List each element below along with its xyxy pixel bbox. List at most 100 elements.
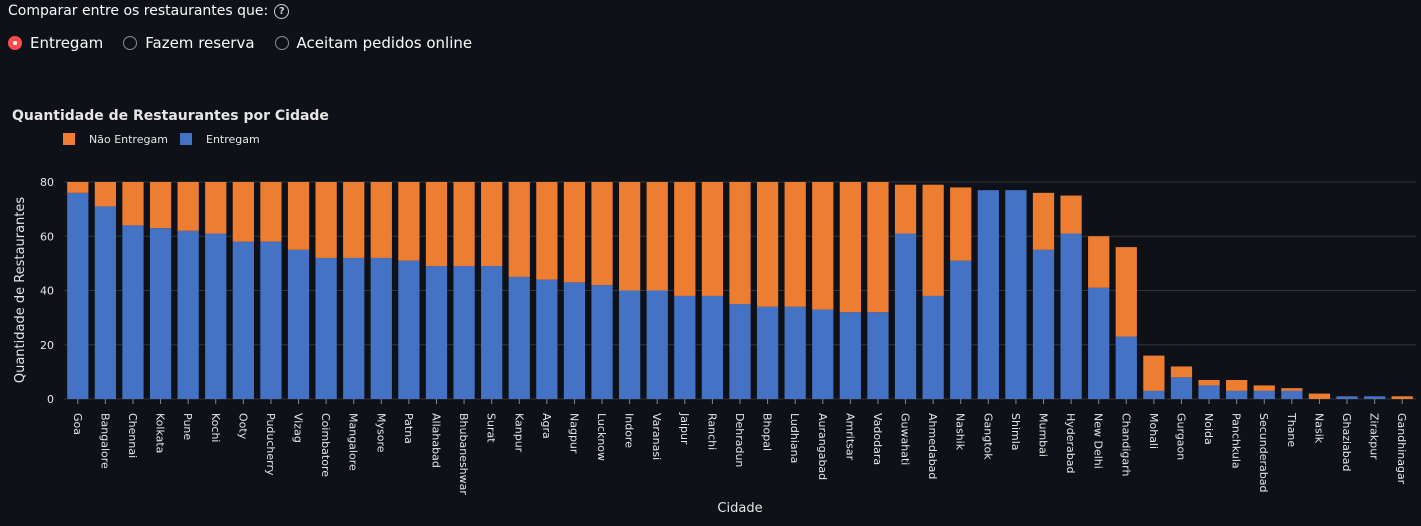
bar-entregam[interactable] bbox=[232, 241, 254, 399]
bar-entregam[interactable] bbox=[315, 257, 337, 399]
bar-entregam[interactable] bbox=[812, 309, 834, 399]
bar-nao-entregam[interactable] bbox=[729, 182, 751, 305]
bar-nao-entregam[interactable] bbox=[839, 182, 861, 313]
radio-option-fazem-reserva[interactable]: Fazem reserva bbox=[123, 34, 255, 52]
bar-nao-entregam[interactable] bbox=[315, 182, 337, 258]
bar-nao-entregam[interactable] bbox=[122, 182, 144, 226]
bar-nao-entregam[interactable] bbox=[619, 182, 641, 291]
bar-entregam[interactable] bbox=[1170, 377, 1193, 399]
bar-entregam[interactable] bbox=[1143, 390, 1165, 399]
help-icon[interactable]: ? bbox=[274, 3, 290, 19]
bar-nao-entregam[interactable] bbox=[894, 184, 917, 234]
bar-nao-entregam[interactable] bbox=[149, 182, 172, 229]
bar-nao-entregam[interactable] bbox=[94, 182, 117, 207]
bar-entregam[interactable] bbox=[867, 312, 889, 399]
bar-nao-entregam[interactable] bbox=[508, 182, 530, 277]
bar-entregam[interactable] bbox=[370, 257, 392, 399]
bar-entregam[interactable] bbox=[1253, 390, 1275, 399]
bar-nao-entregam[interactable] bbox=[425, 182, 448, 267]
bar-nao-entregam[interactable] bbox=[563, 182, 586, 283]
bar-nao-entregam[interactable] bbox=[591, 182, 613, 286]
bar-entregam[interactable] bbox=[701, 295, 724, 399]
radio-option-entregam[interactable]: Entregam bbox=[8, 34, 103, 52]
bar-entregam[interactable] bbox=[563, 282, 586, 399]
bar-nao-entregam[interactable] bbox=[232, 182, 254, 242]
bar-nao-entregam[interactable] bbox=[67, 182, 89, 193]
bar-nao-entregam[interactable] bbox=[784, 182, 806, 307]
bar-entregam[interactable] bbox=[508, 276, 530, 399]
bar-nao-entregam[interactable] bbox=[1391, 396, 1413, 399]
bar-entregam[interactable] bbox=[619, 290, 641, 400]
bar-entregam[interactable] bbox=[398, 260, 420, 399]
bar-entregam[interactable] bbox=[260, 241, 282, 399]
bar-entregam[interactable] bbox=[1336, 396, 1358, 399]
bar-nao-entregam[interactable] bbox=[1143, 355, 1165, 391]
bar-entregam[interactable] bbox=[1005, 190, 1027, 399]
bar-entregam[interactable] bbox=[94, 206, 117, 399]
bar-entregam[interactable] bbox=[950, 260, 972, 399]
bar-entregam[interactable] bbox=[122, 225, 144, 399]
bar-entregam[interactable] bbox=[784, 306, 806, 399]
bar-entregam[interactable] bbox=[453, 266, 475, 399]
bar-entregam[interactable] bbox=[425, 266, 448, 399]
bar-nao-entregam[interactable] bbox=[1253, 385, 1275, 391]
bar-entregam[interactable] bbox=[67, 192, 89, 399]
bar-nao-entregam[interactable] bbox=[701, 182, 724, 296]
bar-nao-entregam[interactable] bbox=[205, 182, 227, 234]
bar-entregam[interactable] bbox=[674, 295, 696, 399]
bar-nao-entregam[interactable] bbox=[1281, 388, 1303, 391]
bar-nao-entregam[interactable] bbox=[260, 182, 282, 242]
radio-unselected-icon[interactable] bbox=[123, 36, 138, 50]
bar-nao-entregam[interactable] bbox=[756, 182, 779, 307]
bar-nao-entregam[interactable] bbox=[287, 182, 310, 250]
bar-nao-entregam[interactable] bbox=[950, 187, 972, 261]
bar-entregam[interactable] bbox=[922, 295, 944, 399]
bar-nao-entregam[interactable] bbox=[1060, 195, 1082, 234]
bar-nao-entregam[interactable] bbox=[674, 182, 696, 296]
bar-nao-entregam[interactable] bbox=[1198, 380, 1220, 386]
radio-label[interactable]: Entregam bbox=[30, 34, 104, 52]
bar-entregam[interactable] bbox=[756, 306, 779, 399]
bar-entregam[interactable] bbox=[1115, 336, 1137, 399]
bar-nao-entregam[interactable] bbox=[1308, 393, 1331, 399]
bar-entregam[interactable] bbox=[205, 233, 227, 399]
radio-option-aceitam-pedidos[interactable]: Aceitam pedidos online bbox=[274, 34, 473, 52]
bar-entregam[interactable] bbox=[646, 290, 668, 400]
bar-nao-entregam[interactable] bbox=[536, 182, 558, 280]
bar-entregam[interactable] bbox=[287, 249, 310, 399]
bar-entregam[interactable] bbox=[1198, 385, 1220, 399]
bar-entregam[interactable] bbox=[1060, 233, 1082, 399]
bar-entregam[interactable] bbox=[591, 285, 613, 399]
bar-nao-entregam[interactable] bbox=[177, 182, 199, 231]
bar-entregam[interactable] bbox=[343, 257, 365, 399]
bar-nao-entregam[interactable] bbox=[646, 182, 668, 291]
bar-entregam[interactable] bbox=[149, 228, 172, 399]
radio-label[interactable]: Aceitam pedidos online bbox=[296, 34, 473, 52]
bar-nao-entregam[interactable] bbox=[922, 184, 944, 296]
bar-entregam[interactable] bbox=[839, 312, 861, 399]
bar-nao-entregam[interactable] bbox=[867, 182, 889, 313]
bar-nao-entregam[interactable] bbox=[1115, 247, 1137, 337]
bar-nao-entregam[interactable] bbox=[343, 182, 365, 258]
bar-nao-entregam[interactable] bbox=[398, 182, 420, 261]
bar-nao-entregam[interactable] bbox=[812, 182, 834, 310]
bar-entregam[interactable] bbox=[1032, 249, 1055, 399]
bar-entregam[interactable] bbox=[481, 266, 503, 399]
bar-nao-entregam[interactable] bbox=[1226, 380, 1248, 391]
bar-nao-entregam[interactable] bbox=[481, 182, 503, 267]
bar-entregam[interactable] bbox=[536, 279, 558, 399]
bar-entregam[interactable] bbox=[1088, 287, 1110, 399]
radio-label[interactable]: Fazem reserva bbox=[145, 34, 255, 52]
bar-nao-entregam[interactable] bbox=[1032, 192, 1055, 250]
bar-entregam[interactable] bbox=[1281, 390, 1303, 399]
bar-entregam[interactable] bbox=[977, 190, 999, 399]
bar-entregam[interactable] bbox=[177, 230, 199, 399]
bar-nao-entregam[interactable] bbox=[1088, 236, 1110, 288]
bar-entregam[interactable] bbox=[1226, 390, 1248, 399]
bar-entregam[interactable] bbox=[894, 233, 917, 399]
radio-selected-icon[interactable] bbox=[8, 36, 22, 50]
bar-entregam[interactable] bbox=[729, 304, 751, 399]
bar-nao-entregam[interactable] bbox=[1170, 366, 1193, 378]
bar-nao-entregam[interactable] bbox=[370, 182, 392, 258]
bar-nao-entregam[interactable] bbox=[453, 182, 475, 267]
